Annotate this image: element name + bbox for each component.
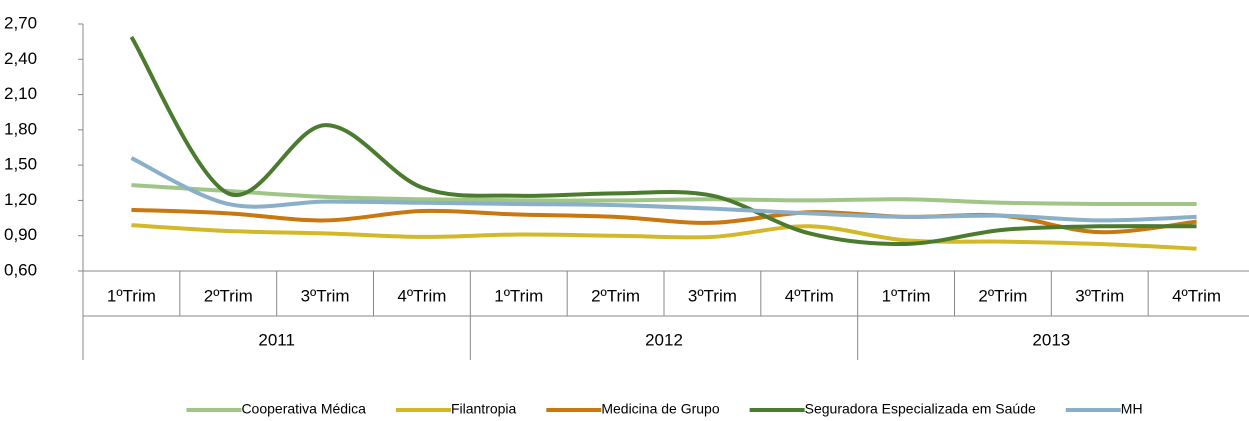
x-tick-label: 4ºTrim bbox=[785, 286, 834, 305]
y-tick-label: 0,90 bbox=[4, 225, 37, 244]
series-line bbox=[129, 35, 1197, 247]
y-tick-label: 1,20 bbox=[4, 190, 37, 209]
y-tick-label: 0,60 bbox=[4, 260, 37, 279]
legend-label: Filantropia bbox=[451, 401, 517, 417]
x-tick-label: 2ºTrim bbox=[204, 286, 253, 305]
x-tick-label: 4ºTrim bbox=[397, 286, 446, 305]
y-tick-label: 2,40 bbox=[4, 49, 37, 68]
x-tick-label: 4ºTrim bbox=[1172, 286, 1221, 305]
x-tick-label: 2ºTrim bbox=[591, 286, 640, 305]
x-tick-label: 1ºTrim bbox=[107, 286, 156, 305]
series-line bbox=[130, 156, 1197, 223]
x-tick-label: 3ºTrim bbox=[301, 286, 350, 305]
legend-label: MH bbox=[1121, 401, 1143, 417]
series-line bbox=[131, 183, 1197, 207]
legend-label: Seguradora Especializada em Saúde bbox=[805, 401, 1036, 417]
x-tick-label: 3ºTrim bbox=[1075, 286, 1124, 305]
x-tick-label: 3ºTrim bbox=[688, 286, 737, 305]
x-tick-label: 1ºTrim bbox=[882, 286, 931, 305]
group-label: 2013 bbox=[1032, 330, 1070, 349]
legend-label: Medicina de Grupo bbox=[601, 401, 720, 417]
x-tick-label: 2ºTrim bbox=[978, 286, 1027, 305]
legend-label: Cooperativa Médica bbox=[241, 401, 366, 417]
y-tick-label: 1,80 bbox=[4, 119, 37, 138]
group-label: 2011 bbox=[258, 330, 295, 349]
x-tick-label: 1ºTrim bbox=[494, 286, 543, 305]
y-tick-label: 1,50 bbox=[4, 155, 37, 174]
series-line bbox=[131, 223, 1197, 251]
y-tick-label: 2,10 bbox=[4, 84, 37, 103]
group-label: 2012 bbox=[645, 330, 683, 349]
y-tick-label: 2,70 bbox=[4, 13, 37, 32]
